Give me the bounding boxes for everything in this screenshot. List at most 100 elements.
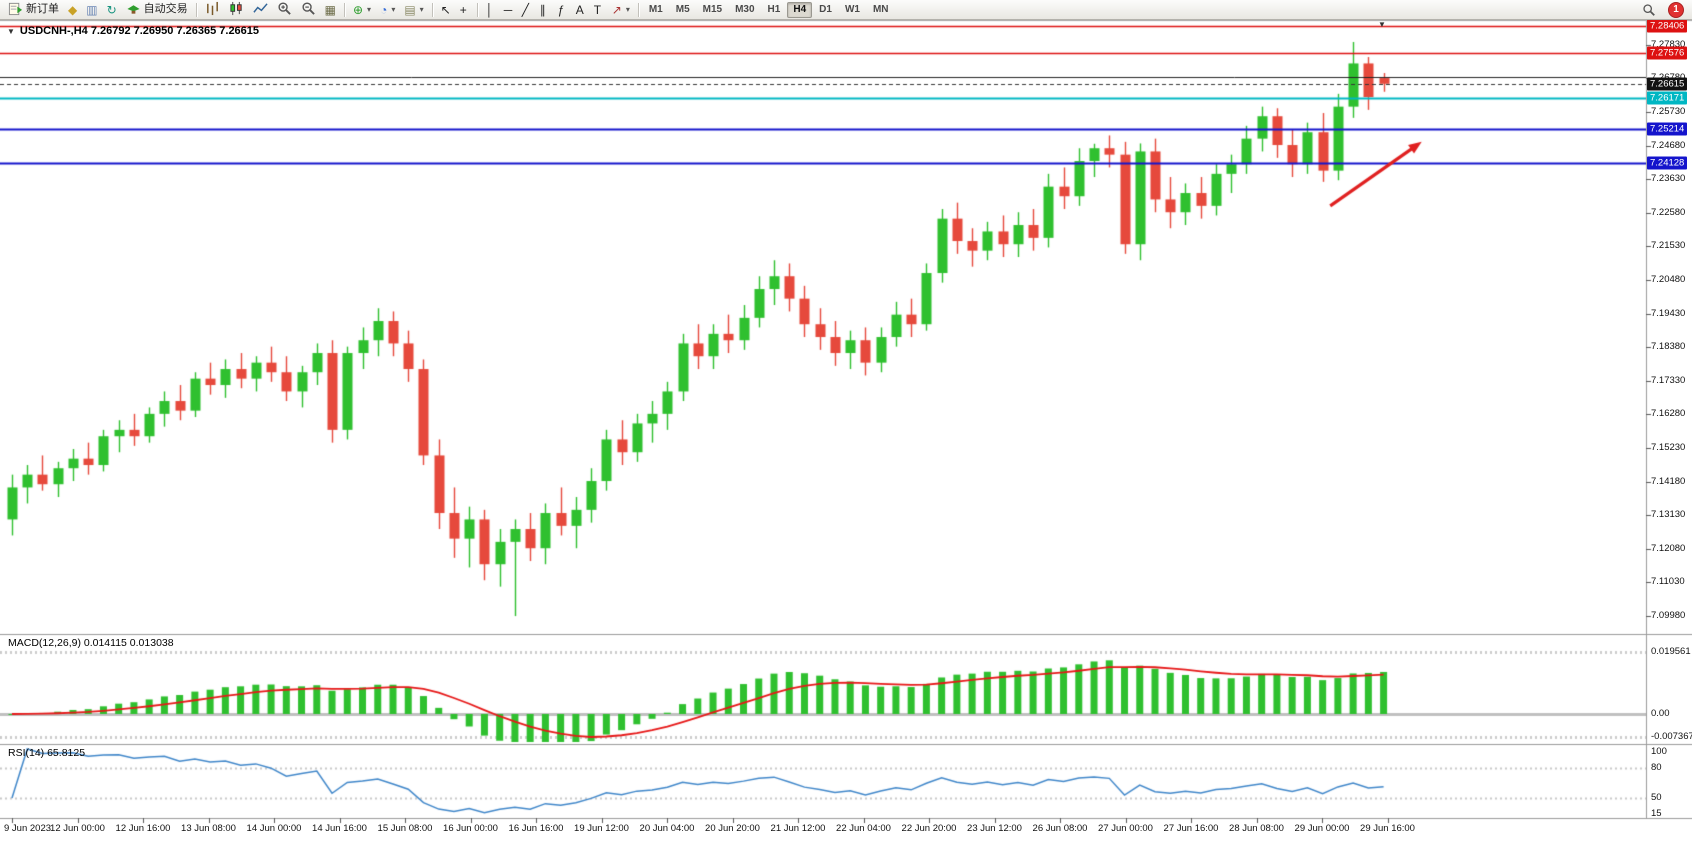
- ink-drop-icon[interactable]: ◆: [64, 1, 81, 18]
- chart-title: ▼ USDCNH-,H4 7.26792 7.26950 7.26365 7.2…: [7, 25, 259, 37]
- toolbar-separator: [431, 2, 433, 17]
- time-axis-label: 22 Jun 20:00: [901, 823, 957, 834]
- timeframe-mn[interactable]: MN: [867, 2, 895, 18]
- price-axis-label: 7.20480: [1651, 274, 1686, 286]
- time-axis-label: 12 Jun 00:00: [50, 823, 105, 834]
- price-axis-label: 7.27830: [1651, 38, 1686, 50]
- cursor-icon[interactable]: ↖: [437, 1, 455, 18]
- price-axis-label: 7.22580: [1651, 206, 1686, 218]
- toolbar-separator: [343, 2, 345, 17]
- equidistant-channel-icon: ∥: [539, 2, 546, 17]
- price-axis-label: 7.19430: [1651, 307, 1686, 319]
- search-icon[interactable]: [1638, 0, 1663, 19]
- trendline-icon[interactable]: ╱: [518, 1, 535, 18]
- templates-button: ▤: [404, 2, 416, 17]
- new-order-icon: [8, 1, 23, 18]
- templates-button[interactable]: ▤ ▾: [400, 1, 427, 18]
- time-axis-label: 27 Jun 16:00: [1163, 823, 1219, 834]
- macd-indicator-label: MACD(12,26,9) 0.014115 0.013038: [8, 637, 174, 649]
- cursor-icon: ↖: [440, 2, 451, 17]
- tile-windows-icon[interactable]: ▦: [321, 1, 340, 18]
- timeframe-buttons: M1 M5 M15 M30 H1 H4 D1 W1 MN: [643, 1, 895, 18]
- chart-menu-arrow-icon[interactable]: ▼: [7, 26, 15, 36]
- price-axis-label: 7.23630: [1651, 173, 1686, 185]
- crosshair-icon[interactable]: +: [456, 1, 473, 18]
- price-axis-label: 7.24680: [1651, 139, 1686, 151]
- autotrading-icon: [126, 1, 141, 18]
- line-chart-icon[interactable]: [249, 1, 272, 18]
- line-chart-icon-icon: [252, 1, 268, 18]
- price-axis-label: 7.09980: [1651, 610, 1686, 622]
- refresh-icon[interactable]: ↻: [103, 1, 121, 18]
- price-axis-label: 7.17330: [1651, 374, 1686, 386]
- time-axis-label: 9 Jun 2023: [4, 823, 52, 834]
- time-axis-label: 12 Jun 16:00: [115, 823, 171, 834]
- timeframe-m15[interactable]: M15: [697, 2, 728, 18]
- rsi-scale-label: 80: [1651, 762, 1662, 773]
- horizontal-line-icon[interactable]: ─: [500, 1, 517, 18]
- print-preview-icon: ▥: [86, 2, 98, 17]
- autotrading-button-label: 自动交易: [143, 3, 188, 15]
- time-axis-label: 19 Jun 12:00: [574, 823, 629, 834]
- time-axis-label: 27 Jun 00:00: [1098, 823, 1153, 834]
- ink-drop-icon: ◆: [68, 2, 78, 17]
- timeframe-w1[interactable]: W1: [839, 2, 866, 18]
- autotrading-button[interactable]: 自动交易: [122, 1, 192, 18]
- bar-chart-icon-icon: [205, 1, 220, 18]
- time-axis-label: 21 Jun 12:00: [770, 823, 826, 834]
- price-axis-label: 7.16280: [1651, 408, 1686, 420]
- vertical-line-icon[interactable]: │: [482, 1, 499, 18]
- bid-price-box: 7.26615: [1647, 77, 1688, 91]
- new-order-button[interactable]: 新订单: [4, 1, 63, 18]
- toolbar-separator: [476, 2, 478, 17]
- timeframe-h1[interactable]: H1: [762, 2, 787, 18]
- macd-scale-label: 0.019561: [1651, 645, 1691, 657]
- time-axis-label: 29 Jun 16:00: [1360, 823, 1415, 834]
- arrows-icon: ↗: [611, 2, 622, 17]
- tile-windows-icon: ▦: [324, 2, 336, 17]
- equidistant-channel-icon[interactable]: ∥: [536, 1, 553, 18]
- candlestick-chart-icon[interactable]: [225, 1, 248, 18]
- zoom-in-icon[interactable]: [273, 1, 296, 18]
- indicators-button[interactable]: ⊕ ▾: [349, 1, 375, 18]
- chart-ohlc-readout: USDCNH-,H4 7.26792 7.26950 7.26365 7.266…: [19, 25, 260, 37]
- timeframe-m5[interactable]: M5: [670, 2, 696, 18]
- text-label-icon[interactable]: T: [590, 1, 607, 18]
- timeframe-m1[interactable]: M1: [643, 2, 669, 18]
- timeframe-d1[interactable]: D1: [813, 2, 838, 18]
- chevron-down-icon: ▾: [419, 4, 424, 14]
- toolbar: 新订单 ◆ ▥ ↻ 自动交易 ▦ ⊕ ▾ ◔ ▾ ▤ ▾ ↖ + │ ─ ╱ ∥ ƒ A T ↗ ▾ M1 M5 M15 M30 H…: [0, 0, 1692, 20]
- zoom-in-icon-icon: [277, 1, 292, 18]
- price-axis-label: 7.11030: [1651, 576, 1685, 588]
- time-axis-label: 16 Jun 00:00: [443, 823, 498, 834]
- time-axis-label: 14 Jun 00:00: [246, 823, 302, 834]
- time-axis-label: 14 Jun 16:00: [312, 823, 367, 834]
- crosshair-icon: +: [459, 2, 467, 17]
- zoom-out-icon[interactable]: [297, 1, 320, 18]
- fibonacci-icon[interactable]: ƒ: [554, 1, 571, 18]
- print-preview-icon[interactable]: ▥: [82, 1, 101, 18]
- text-label-icon: T: [593, 2, 602, 17]
- new-order-button-label: 新订单: [26, 3, 59, 15]
- arrows-icon[interactable]: ↗ ▾: [608, 1, 634, 18]
- timeframe-h4[interactable]: H4: [787, 1, 813, 18]
- timeframe-m30[interactable]: M30: [729, 2, 760, 18]
- text-icon[interactable]: A: [572, 1, 589, 18]
- zoom-out-icon-icon: [301, 1, 316, 18]
- time-axis-label: 20 Jun 20:00: [705, 823, 760, 834]
- time-axis-label: 22 Jun 04:00: [836, 823, 891, 834]
- notifications-badge[interactable]: 1: [1668, 1, 1684, 18]
- toolbar-right: 1: [1638, 0, 1688, 19]
- toolbar-separator: [195, 2, 197, 17]
- bar-chart-icon[interactable]: [201, 1, 224, 18]
- time-axis-label: 15 Jun 08:00: [377, 823, 433, 834]
- rsi-indicator-label: RSI(14) 65.8125: [8, 747, 86, 759]
- text-icon: A: [575, 2, 584, 17]
- periods-button[interactable]: ◔ ▾: [376, 1, 399, 18]
- price-axis-label: 7.14180: [1651, 475, 1686, 487]
- chevron-down-icon: ▾: [391, 4, 396, 14]
- time-axis-label: 13 Jun 08:00: [181, 823, 236, 834]
- periods-button: ◔: [380, 2, 388, 17]
- chart-shift-marker[interactable]: ▼: [1378, 20, 1386, 29]
